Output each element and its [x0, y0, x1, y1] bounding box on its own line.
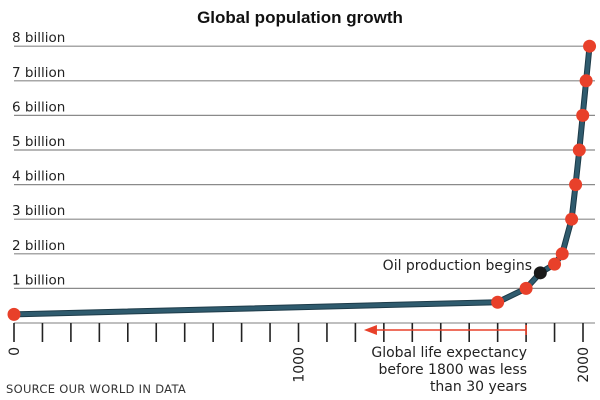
- series-line: [12, 44, 592, 317]
- life-expectancy-line-3: than 30 years: [430, 379, 527, 395]
- x-axis-ticks: [13, 323, 584, 342]
- oil-production-annotation: Oil production begins: [383, 258, 532, 274]
- x-axis-labels: 0 1000 2000: [7, 347, 592, 383]
- y-tick-label: 8 billion: [12, 30, 65, 46]
- x-tick-label: 0: [7, 347, 23, 356]
- data-point: [565, 212, 579, 226]
- chart-title: Global population growth: [197, 8, 403, 27]
- y-tick-label: 5 billion: [12, 134, 65, 150]
- x-tick-label: 1000: [292, 347, 308, 383]
- life-expectancy-arrow: [363, 325, 527, 335]
- series-line-outline: [11, 43, 593, 318]
- population-series: [7, 39, 597, 321]
- x-tick-label: 2000: [576, 347, 592, 383]
- data-point: [519, 281, 533, 295]
- source-note: SOURCE OUR WORLD IN DATA: [6, 382, 186, 396]
- data-point: [491, 295, 505, 309]
- gridlines: [14, 45, 595, 289]
- y-tick-label: 3 billion: [12, 203, 65, 219]
- arrow-head: [363, 325, 377, 335]
- data-point: [555, 247, 569, 261]
- y-tick-label: 7 billion: [12, 65, 65, 81]
- data-point: [572, 143, 586, 157]
- life-expectancy-annotation: Global life expectancy before 1800 was l…: [371, 345, 527, 395]
- y-tick-label: 6 billion: [12, 99, 65, 115]
- data-point: [569, 178, 583, 192]
- y-tick-label: 2 billion: [12, 238, 65, 254]
- data-point: [583, 39, 597, 53]
- data-point: [579, 74, 593, 88]
- y-tick-label: 1 billion: [12, 272, 65, 288]
- data-point: [7, 307, 21, 321]
- y-axis-labels: 1 billion 2 billion 3 billion 4 billion 5 bi…: [12, 30, 65, 288]
- y-tick-label: 4 billion: [12, 169, 65, 185]
- life-expectancy-line-1: Global life expectancy: [371, 345, 527, 361]
- life-expectancy-line-2: before 1800 was less: [379, 362, 527, 378]
- oil-production-marker: [533, 266, 547, 280]
- data-point: [576, 108, 590, 122]
- data-point: [548, 257, 562, 271]
